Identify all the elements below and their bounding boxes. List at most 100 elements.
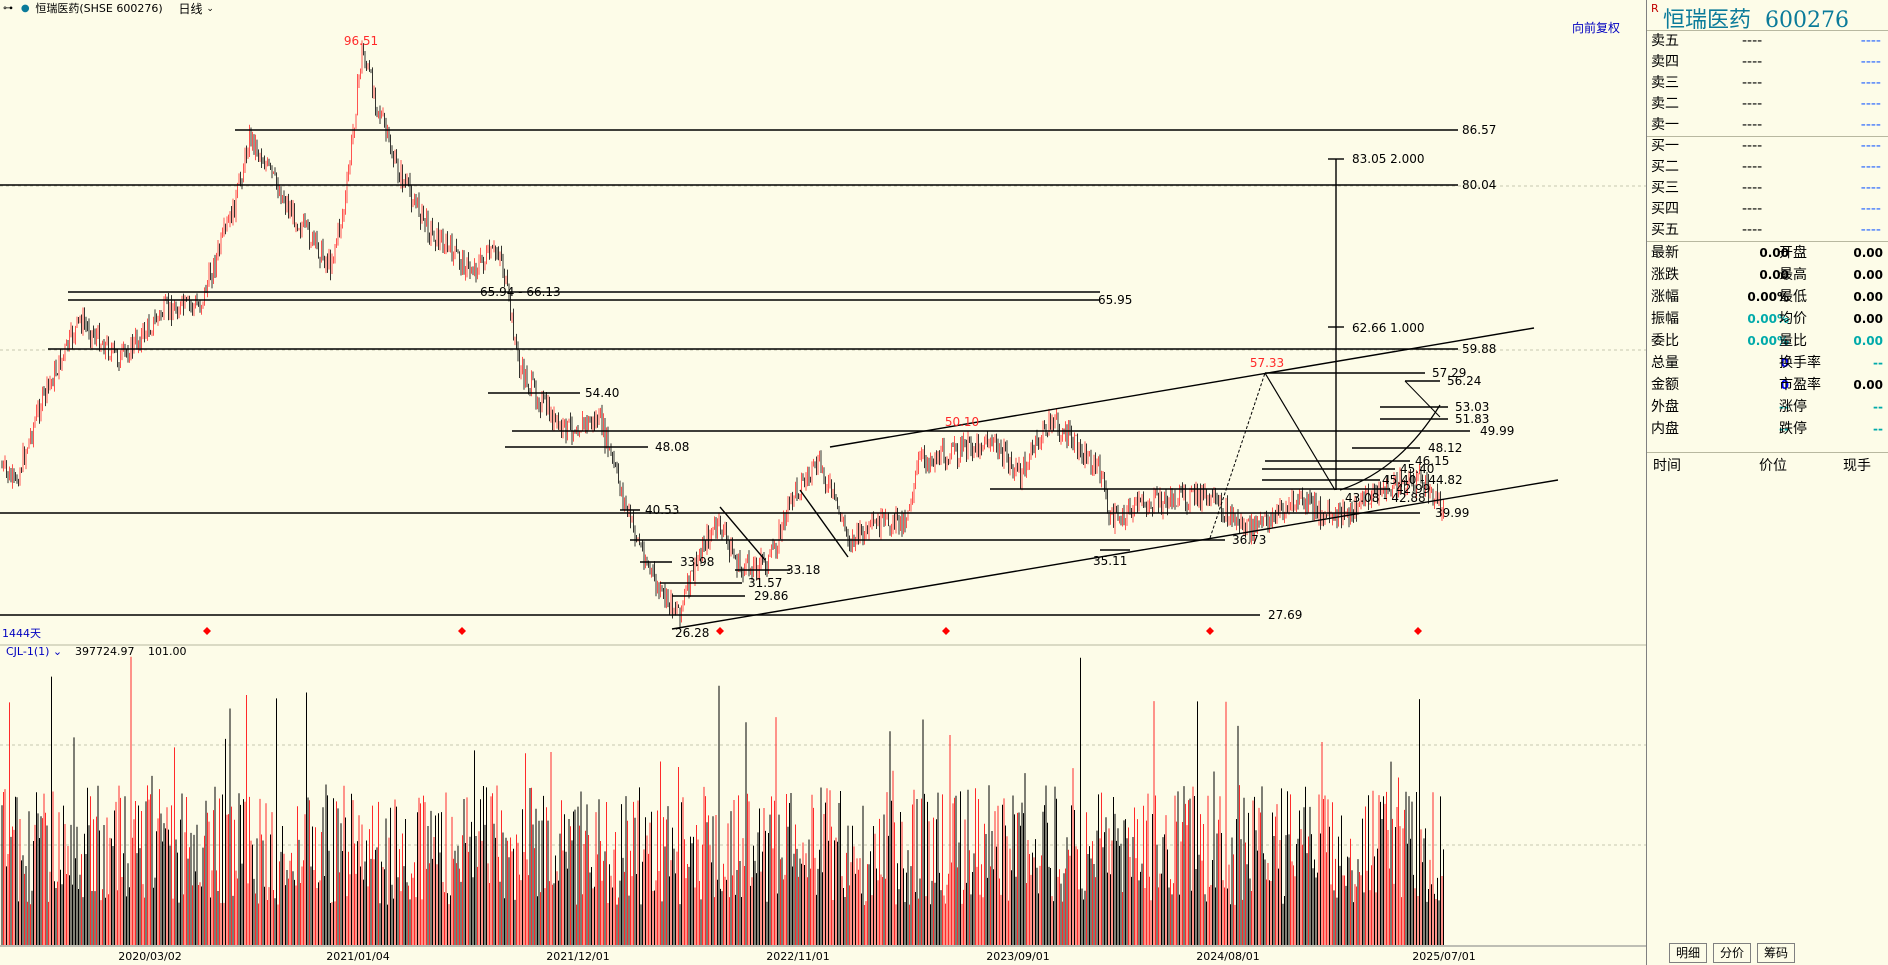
tab-chips[interactable]: 筹码 (1757, 943, 1796, 963)
level-label: 53.03 (1455, 400, 1489, 414)
stat-value: 0.00 (1853, 378, 1883, 392)
trend-lines: 83.05 2.000 62.66 1.000 (203, 152, 1559, 635)
level-label: 65.94 - 66.13 (480, 285, 561, 299)
marker-diamond (716, 627, 724, 635)
peak-label: 50.10 (945, 415, 979, 429)
book-price: ---- (1742, 222, 1763, 238)
peak-label: 57.33 (1250, 356, 1284, 370)
book-price: ---- (1742, 54, 1763, 70)
chevron-down-icon: ⌄ (206, 4, 214, 14)
quote-stat-row: 涨幅 0.00% 最低 0.00 (1647, 287, 1888, 308)
stat-value: 0.00% (1747, 290, 1789, 304)
book-label: 卖一 (1651, 117, 1679, 133)
level-label: 51.83 (1455, 412, 1489, 426)
days-label: 1444天 (2, 627, 41, 640)
level-label: 45.40 (1400, 462, 1434, 476)
book-label: 买四 (1651, 201, 1679, 217)
book-label: 买三 (1651, 180, 1679, 196)
tab-detail[interactable]: 明细 (1669, 943, 1708, 963)
stat-value: 0.00 (1853, 334, 1883, 348)
book-label: 买二 (1651, 159, 1679, 175)
period-select[interactable]: 日线 ⌄ (178, 0, 213, 18)
book-price: ---- (1742, 117, 1763, 133)
horizontal-levels: 86.57 80.04 65.94 - 66.13 65.95 59.88 54.40 49… (0, 34, 1514, 640)
volume-bars (1, 656, 1444, 945)
stat-value: 0.00 (1759, 268, 1789, 282)
stat-label: 市盈率 (1779, 377, 1821, 393)
book-label: 卖二 (1651, 96, 1679, 112)
stat-label: 最新 (1651, 245, 1679, 261)
stat-label: 换手率 (1779, 355, 1821, 371)
indicator-value: 397724.97 (75, 645, 135, 658)
stat-label: 金额 (1651, 377, 1679, 393)
period-label: 日线 (178, 2, 203, 16)
chart-header: ⊶ ● 恒瑞医药(SHSE 600276) 日线 ⌄ (0, 0, 1646, 18)
marker-diamond (942, 627, 950, 635)
stat-label: 涨幅 (1651, 289, 1679, 305)
level-label: 42.99 (1396, 482, 1430, 496)
level-label: 33.98 (680, 555, 714, 569)
price-chart[interactable]: 83.05 2.000 62.66 1.000 86.57 80.04 65.94 -… (0, 0, 1646, 965)
stat-label: 最低 (1779, 289, 1807, 305)
stock-dot-icon: ● (20, 3, 30, 14)
stat-label: 涨停 (1779, 399, 1807, 415)
trade-col-vol: 现手 (1843, 458, 1871, 474)
quote-stat-row: 金额 0 市盈率 0.00 (1647, 375, 1888, 396)
order-book-row: 卖二 ---- ---- (1647, 94, 1888, 115)
trade-col-time: 时间 (1653, 458, 1681, 474)
book-price: ---- (1742, 180, 1763, 196)
marker-diamond (1414, 627, 1422, 635)
level-label: 48.08 (655, 440, 689, 454)
level-label: 54.40 (585, 386, 619, 400)
stat-value: 0.00% (1747, 312, 1789, 326)
adjust-mode[interactable]: 向前复权 (1572, 21, 1621, 35)
quote-title: R 恒瑞医药 600276 (1647, 0, 1888, 33)
level-label: 57.29 (1432, 366, 1466, 380)
quote-name: 恒瑞医药 600276 (1663, 8, 1849, 33)
book-vol: ---- (1860, 159, 1881, 175)
quote-panel: R 恒瑞医药 600276 卖五 ---- ---- 卖四 ---- ---- 卖三 ----… (1646, 0, 1888, 965)
book-label: 买五 (1651, 222, 1679, 238)
stat-label: 总量 (1651, 355, 1679, 371)
book-label: 卖三 (1651, 75, 1679, 91)
level-label: 65.95 (1098, 293, 1132, 307)
candles (1, 40, 1444, 628)
stat-value: 0.00 (1853, 312, 1883, 326)
link-icon[interactable]: ⊶ (3, 3, 13, 14)
book-vol: ---- (1860, 54, 1881, 70)
stat-value: -- (1779, 422, 1789, 436)
stat-value: 0.00 (1853, 246, 1883, 260)
x-tick-label: 2021/12/01 (546, 950, 609, 963)
r-icon[interactable]: R (1651, 2, 1659, 15)
book-price: ---- (1742, 96, 1763, 112)
quote-stat-row: 总量 0 换手率 -- (1647, 353, 1888, 374)
level-label: 49.99 (1480, 424, 1514, 438)
level-label: 36.73 (1232, 533, 1266, 547)
stat-label: 外盘 (1651, 399, 1679, 415)
tab-price-split[interactable]: 分价 (1713, 943, 1752, 963)
x-axis: 2020/03/02 2021/01/04 2021/12/01 2022/11/01… (118, 950, 1475, 963)
quote-stat-row: 振幅 0.00% 均价 0.00 (1647, 309, 1888, 330)
stat-value: 0.00 (1853, 290, 1883, 304)
order-book-row: 卖四 ---- ---- (1647, 52, 1888, 73)
book-price: ---- (1742, 138, 1763, 154)
x-tick-label: 2023/09/01 (986, 950, 1049, 963)
level-label: 39.99 (1435, 506, 1469, 520)
level-label: 35.11 (1093, 554, 1127, 568)
marker-diamond (1206, 627, 1214, 635)
level-label: 59.88 (1462, 342, 1496, 356)
stat-value: 0.00% (1747, 334, 1789, 348)
x-tick-label: 2020/03/02 (118, 950, 181, 963)
level-label: 40.53 (645, 503, 679, 517)
book-vol: ---- (1860, 222, 1881, 238)
indicator-extra: 101.00 (148, 645, 187, 658)
quote-stat-row: 涨跌 0.00 最高 0.00 (1647, 265, 1888, 286)
book-label: 卖五 (1651, 33, 1679, 49)
level-label: 46.15 (1415, 454, 1449, 468)
stat-value: 0 (1780, 356, 1789, 370)
book-vol: ---- (1860, 180, 1881, 196)
x-tick-label: 2021/01/04 (326, 950, 389, 963)
level-label: 56.24 (1447, 374, 1481, 388)
stat-value: -- (1873, 422, 1883, 436)
level-label: 80.04 (1462, 178, 1496, 192)
